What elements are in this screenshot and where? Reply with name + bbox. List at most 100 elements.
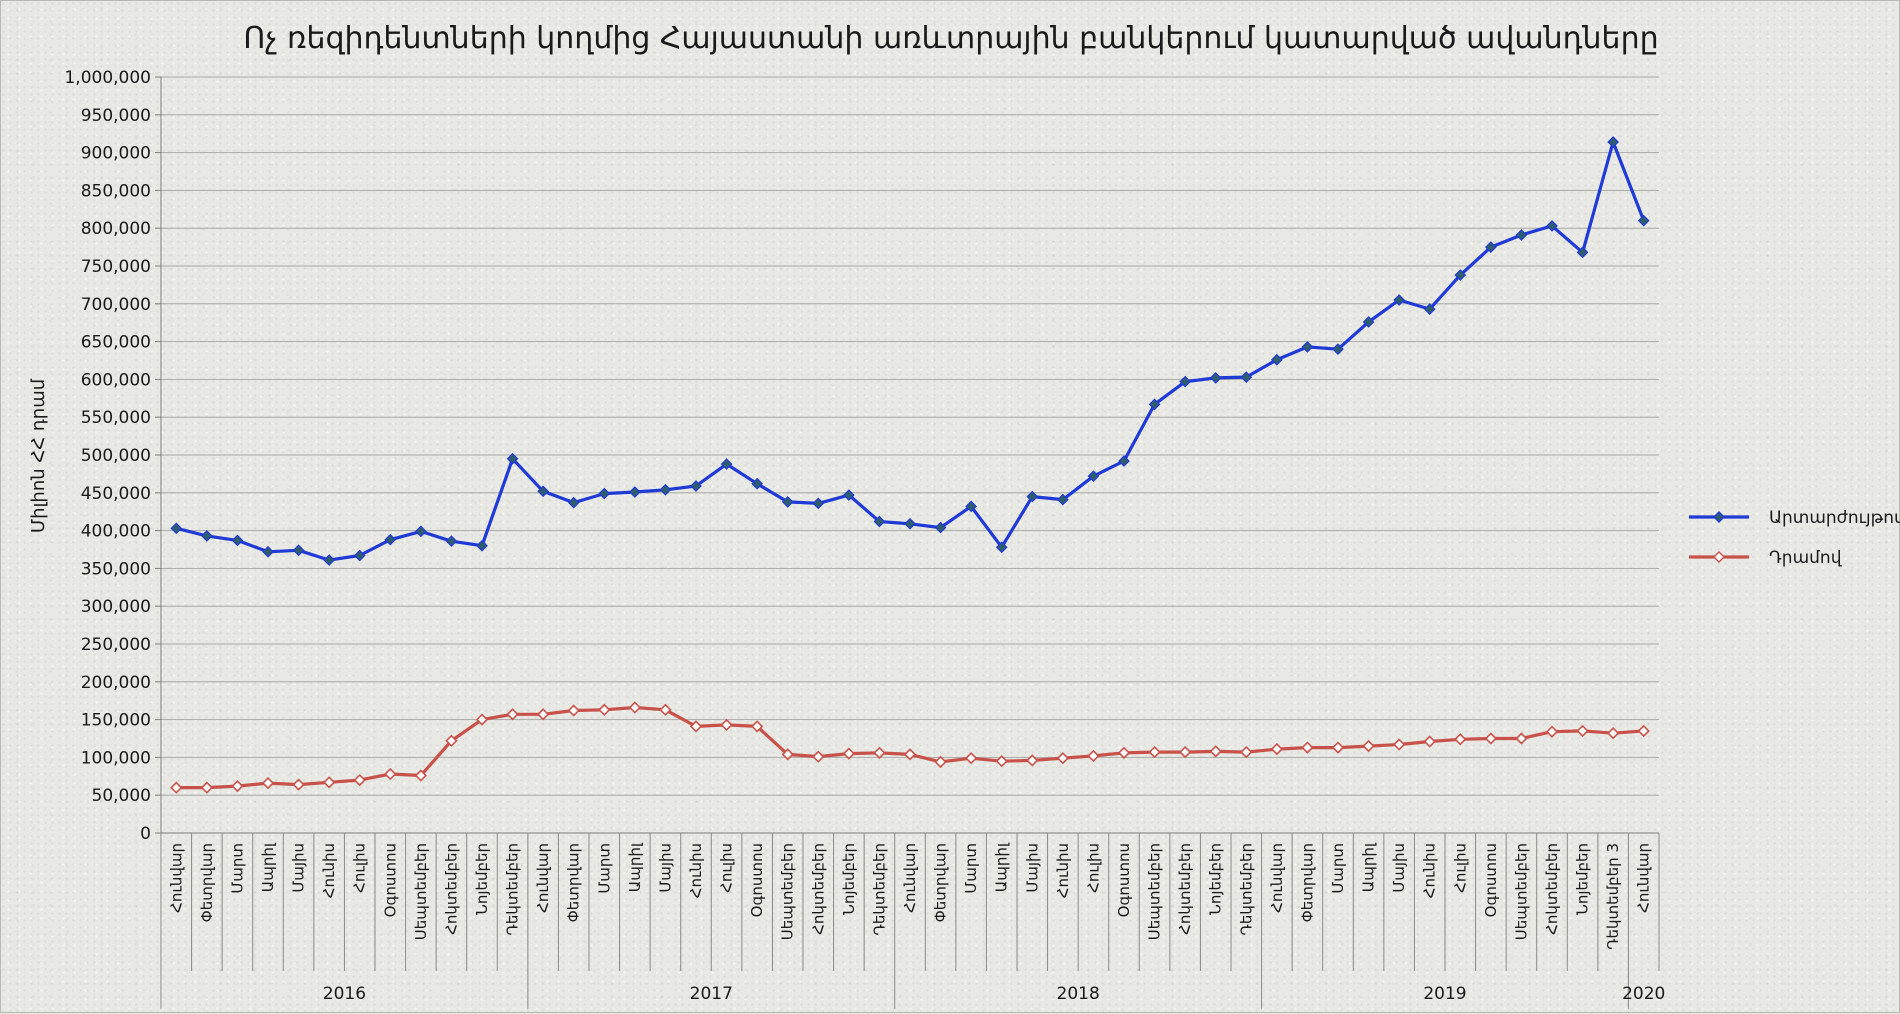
x-tick-label: Հունվար [534, 843, 552, 913]
year-label: 2016 [323, 984, 366, 1004]
y-tick-label: 650,000 [81, 333, 151, 353]
data-point [1179, 745, 1192, 759]
data-point [598, 703, 611, 716]
data-point [1576, 246, 1589, 259]
data-point [781, 748, 794, 761]
x-tick-label: Հունիս [320, 843, 338, 898]
data-point [537, 485, 549, 498]
data-point [1179, 375, 1191, 388]
x-tick-label: Սեպտեմբեր [412, 843, 430, 940]
data-point [1240, 371, 1253, 383]
data-point [476, 539, 488, 552]
x-tick-label: Ապրիլ [626, 842, 644, 892]
x-tick-label: Մարտ [962, 843, 980, 894]
x-tick-label: Դեկտեմբեր [1237, 843, 1255, 935]
y-tick-label: 550,000 [81, 408, 151, 428]
data-point [598, 487, 611, 500]
data-point [292, 778, 305, 791]
data-point [414, 769, 427, 782]
data-point [1087, 470, 1100, 483]
y-tick-label: 250,000 [81, 635, 151, 655]
data-point [537, 708, 550, 721]
data-point [1148, 398, 1161, 411]
data-point [353, 549, 366, 562]
data-point [200, 781, 213, 794]
data-point [1118, 455, 1130, 467]
data-point [995, 755, 1008, 768]
series-lines [170, 136, 1650, 794]
x-tick-label: Օգոստոս [381, 843, 399, 917]
data-point [1056, 752, 1069, 765]
data-point [903, 748, 917, 761]
data-point [1485, 241, 1497, 253]
y-tick-label: 750,000 [81, 257, 151, 277]
data-point [231, 534, 244, 547]
year-label: 2018 [1057, 984, 1100, 1004]
x-tick-label: Փետրվար [565, 843, 583, 922]
data-point [1026, 754, 1039, 767]
x-tick-label: Հունվար [1635, 843, 1653, 913]
data-point [1270, 742, 1283, 756]
year-label: 2019 [1423, 984, 1466, 1004]
y-tick-label: 700,000 [81, 295, 151, 315]
x-tick-label: Նոյեմբեր [1207, 843, 1225, 915]
y-tick-label: 950,000 [81, 106, 151, 126]
y-tick-label: 800,000 [81, 219, 151, 239]
y-tick-label: 600,000 [81, 370, 151, 390]
data-point [384, 533, 397, 546]
x-tick-label: Հուլիս [1084, 843, 1102, 893]
axes [155, 76, 1660, 1009]
x-tick-label: Սեպտեմբեր [1512, 843, 1530, 940]
x-tick-label: Սեպտեմբեր [1146, 843, 1164, 940]
data-point [1576, 724, 1589, 738]
data-point [659, 483, 672, 496]
data-point [1301, 741, 1314, 754]
x-tick-labels: Հունվար Փետրվար Մարտ Ապրիլ Մայիս Հունիս Հուլիս… [167, 842, 1652, 950]
x-tick-label: Մարտ [595, 843, 613, 894]
data-point [812, 497, 825, 510]
data-point [506, 708, 519, 721]
x-tick-label: Նոյեմբեր [1574, 843, 1592, 915]
series-line [174, 140, 1646, 562]
y-tick-label: 850,000 [81, 181, 151, 201]
data-point [261, 776, 275, 790]
legend-label: Արտարժույթով [1769, 508, 1900, 528]
data-point [384, 767, 397, 781]
x-tick-label: Ապրիլ [259, 842, 277, 892]
data-point [720, 718, 733, 732]
x-tick-label: Հոկտեմբեր [809, 843, 827, 935]
data-point [843, 489, 855, 501]
x-tick-label: Մարտ [1329, 843, 1347, 894]
data-point [1332, 343, 1344, 356]
year-label: 2017 [690, 984, 733, 1004]
year-label: 2020 [1622, 984, 1665, 1004]
x-tick-label: Մայիս [1023, 843, 1041, 893]
x-tick-label: Հուլիս [351, 843, 369, 893]
data-point [659, 703, 672, 716]
y-tick-label: 900,000 [81, 144, 151, 164]
data-point [323, 776, 336, 789]
data-point [1362, 739, 1375, 753]
x-tick-label: Մայիս [656, 843, 674, 893]
year-group-labels: 2016 2017 2018 2019 2020 [323, 984, 1666, 1004]
data-point [1454, 733, 1467, 746]
data-point [1209, 372, 1222, 384]
data-point [1026, 490, 1039, 503]
data-point [262, 545, 274, 558]
gridlines [161, 76, 1659, 834]
data-point [1087, 749, 1100, 763]
data-point [965, 752, 978, 765]
data-point [751, 477, 763, 490]
data-point [995, 541, 1008, 554]
y-tick-label: 500,000 [81, 446, 151, 466]
data-point [475, 713, 489, 726]
y-tick-label: 400,000 [81, 522, 151, 542]
x-tick-label: Դեկտեմբեր 3 [1604, 843, 1622, 950]
data-point [934, 755, 947, 769]
x-tick-label: Օգոստոս [1115, 843, 1133, 917]
data-point [1362, 316, 1375, 328]
data-point [904, 517, 916, 530]
x-tick-label: Հոկտեմբեր [1543, 843, 1561, 935]
y-tick-label: 200,000 [81, 673, 151, 693]
x-tick-label: Հունվար [1268, 843, 1286, 913]
